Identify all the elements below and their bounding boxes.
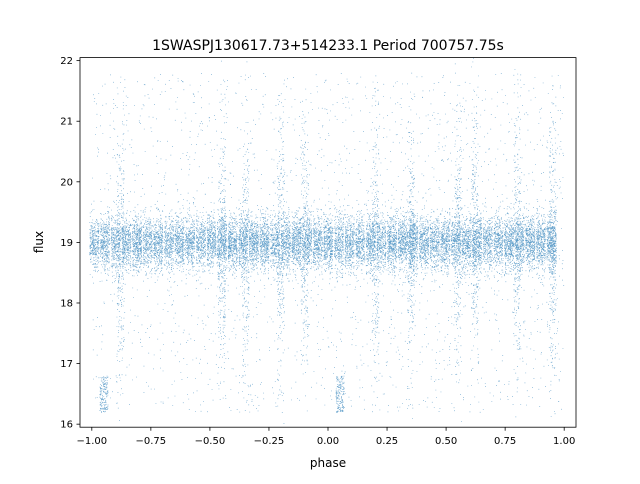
y-tick-label: 18 <box>60 298 73 309</box>
x-axis: −1.00 −0.75 −0.50 −0.25 0.00 0.25 0.50 0.75 1.00 <box>76 427 575 447</box>
y-tick-label: 19 <box>60 238 73 249</box>
y-axis: 16 17 18 19 20 21 22 <box>60 56 80 431</box>
y-axis-label: flux <box>32 231 46 253</box>
x-tick-label: −0.75 <box>136 436 167 447</box>
x-tick-label: 0.75 <box>494 436 516 447</box>
y-tick-label: 20 <box>60 177 73 188</box>
x-tick-label: −0.25 <box>254 436 285 447</box>
x-tick-label: −1.00 <box>76 436 107 447</box>
x-tick-label: −0.50 <box>195 436 226 447</box>
x-tick-label: 0.00 <box>317 436 339 447</box>
plot-frame <box>79 57 577 428</box>
chart-title: 1SWASPJ130617.73+514233.1 Period 700757.… <box>152 38 504 54</box>
y-tick-label: 16 <box>60 420 73 431</box>
x-tick-label: 0.25 <box>376 436 398 447</box>
x-tick-label: 0.50 <box>435 436 457 447</box>
data-points <box>89 58 565 424</box>
y-tick-label: 21 <box>60 117 73 128</box>
x-axis-label: phase <box>310 456 346 470</box>
y-tick-label: 17 <box>60 359 73 370</box>
x-tick-label: 1.00 <box>553 436 575 447</box>
y-tick-label: 22 <box>60 56 73 67</box>
scatter-point-cloud <box>89 58 565 424</box>
